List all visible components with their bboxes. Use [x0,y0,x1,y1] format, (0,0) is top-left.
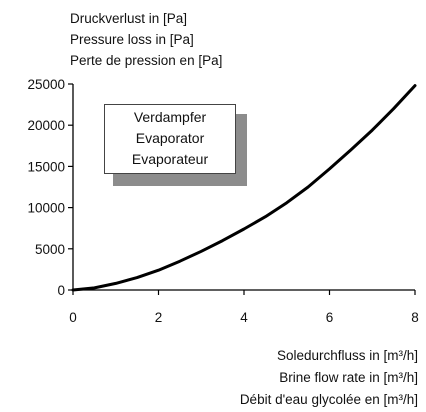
x-tick-label: 4 [240,310,248,325]
annotation-line-fr: Evaporateur [131,151,209,167]
y-tick-label: 20000 [27,118,65,133]
annotation-box: Verdampfer Evaporator Evaporateur [104,104,236,174]
x-tick-label: 0 [69,310,77,325]
y-tick-label: 25000 [27,77,65,92]
y-axis-label-en: Pressure loss in [Pa] [70,32,194,47]
annotation-line-de: Verdampfer [133,109,207,125]
x-axis-label-fr: Débit d'eau glycolée en [m³/h] [239,392,418,407]
y-tick-label: 0 [57,283,65,298]
x-ticks: 0 2 4 6 8 [69,290,419,325]
y-ticks: 0 5000 10000 15000 20000 25000 [27,77,73,298]
x-tick-label: 8 [411,310,419,325]
y-axis-label-de: Druckverlust in [Pa] [70,11,188,26]
x-tick-label: 2 [155,310,163,325]
pressure-loss-curve [71,84,417,292]
x-axis-label-de: Soledurchfluss in [m³/h] [276,348,418,363]
y-tick-label: 5000 [35,242,65,257]
annotation-line-en: Evaporator [135,130,205,146]
y-tick-label: 10000 [27,201,65,216]
x-tick-label: 6 [326,310,334,325]
y-axis-label-fr: Perte de pression en [Pa] [70,53,223,68]
y-tick-label: 15000 [27,159,65,174]
x-axis-label-en: Brine flow rate in [m³/h] [279,370,418,385]
series-group [71,84,417,292]
